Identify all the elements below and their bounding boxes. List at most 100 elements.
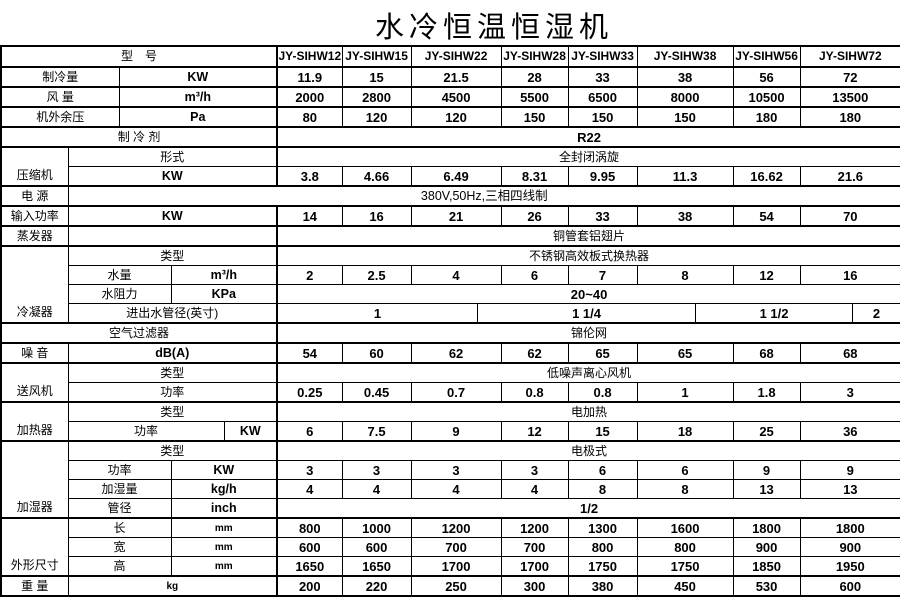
dimension-length-cell-5: 1200 bbox=[410, 517, 502, 538]
dimension-height-cell-7: 1750 bbox=[636, 556, 734, 577]
air-volume-cell-4: 4500 bbox=[410, 86, 502, 108]
row-noise: 噪 音 dB(A) 54 60 62 62 65 65 68 68 bbox=[0, 342, 900, 364]
evaporator-cell-2: 铜管套铝翅片 bbox=[276, 225, 900, 247]
external-static-pressure-cell-1: Pa bbox=[118, 106, 278, 128]
compressor-power-cell-6: 11.3 bbox=[636, 166, 734, 187]
external-static-pressure-cell-9: 180 bbox=[799, 106, 900, 128]
noise-cell-3: 60 bbox=[341, 342, 412, 364]
evaporator-cell-1 bbox=[67, 225, 278, 247]
model-header-cell-5: JY-SIHW33 bbox=[567, 45, 638, 68]
dimension-length-cell-7: 1300 bbox=[567, 517, 638, 538]
weight-cell-2: 200 bbox=[276, 575, 343, 597]
air-volume-cell-2: 2000 bbox=[276, 86, 343, 108]
external-static-pressure-cell-0: 机外余压 bbox=[0, 106, 120, 128]
group-fan: 送风机 bbox=[0, 362, 69, 403]
condenser-pipe-diameter-segment-3: 2 bbox=[852, 304, 900, 322]
dimension-height-cell-8: 1850 bbox=[732, 556, 801, 577]
compressor-power-cell-7: 16.62 bbox=[732, 166, 801, 187]
noise-cell-8: 68 bbox=[732, 342, 801, 364]
humidifier-pipe-diameter-cell-1: inch bbox=[170, 498, 278, 519]
noise-cell-7: 65 bbox=[636, 342, 734, 364]
humidifier-power-cell-5: 3 bbox=[500, 460, 569, 480]
air-volume-cell-7: 8000 bbox=[636, 86, 734, 108]
humidifier-power-cell-9: 9 bbox=[799, 460, 900, 480]
humidifier-type-cell-1: 类型 bbox=[67, 440, 278, 461]
model-header-cell-4: JY-SIHW28 bbox=[500, 45, 569, 68]
fan-power-cell-0: 功率 bbox=[67, 382, 278, 403]
condenser-water-volume-cell-3: 2.5 bbox=[341, 265, 412, 285]
refrigerant-cell-1: R22 bbox=[276, 126, 900, 148]
weight-cell-1: kg bbox=[67, 575, 278, 597]
condenser-water-volume-cell-8: 12 bbox=[732, 265, 801, 285]
compressor-type-cell-1: 形式 bbox=[67, 146, 278, 167]
air-volume-cell-8: 10500 bbox=[732, 86, 801, 108]
row-condenser-water-volume: 水量 m³/h 2 2.5 4 6 7 8 12 16 bbox=[1, 265, 900, 285]
dimension-width-cell-6: 800 bbox=[567, 537, 638, 557]
input-power-cell-1: KW bbox=[67, 205, 278, 227]
dimension-length-cell-8: 1600 bbox=[636, 517, 734, 538]
cooling-capacity-cell-8: 56 bbox=[732, 66, 801, 88]
humidifier-power-cell-8: 9 bbox=[732, 460, 801, 480]
noise-cell-6: 65 bbox=[567, 342, 638, 364]
fan-power-cell-4: 0.8 bbox=[500, 382, 569, 403]
fan-power-cell-3: 0.7 bbox=[410, 382, 502, 403]
noise-cell-2: 54 bbox=[276, 342, 343, 364]
cooling-capacity-cell-9: 72 bbox=[799, 66, 900, 88]
dimension-length-cell-4: 1000 bbox=[341, 517, 412, 538]
condenser-water-volume-cell-2: 2 bbox=[276, 265, 343, 285]
fan-power-cell-7: 1.8 bbox=[732, 382, 801, 403]
condenser-water-volume-cell-6: 7 bbox=[567, 265, 638, 285]
condenser-water-volume-cell-4: 4 bbox=[410, 265, 502, 285]
dimension-width-cell-2: 600 bbox=[276, 537, 343, 557]
input-power-cell-4: 21 bbox=[410, 205, 502, 227]
humidifier-power-cell-3: 3 bbox=[341, 460, 412, 480]
dimension-length-cell-6: 1200 bbox=[500, 517, 569, 538]
row-humidifier-power: 功率 KW 3 3 3 3 6 6 9 9 bbox=[1, 460, 900, 480]
condenser-water-volume-cell-9: 16 bbox=[799, 265, 900, 285]
weight-cell-8: 530 bbox=[732, 575, 801, 597]
weight-cell-6: 380 bbox=[567, 575, 638, 597]
row-condenser-water-resistance: 水阻力 KPa 20~40 bbox=[1, 284, 900, 304]
group-heater: 加热器 bbox=[0, 401, 69, 442]
weight-cell-0: 重 量 bbox=[0, 575, 69, 597]
cooling-capacity-cell-6: 33 bbox=[567, 66, 638, 88]
external-static-pressure-cell-3: 120 bbox=[341, 106, 412, 128]
condenser-pipe-diameter-segment-2: 1 1/2 bbox=[695, 304, 852, 322]
model-header-cell-3: JY-SIHW22 bbox=[410, 45, 502, 68]
row-refrigerant: 制 冷 剂 R22 bbox=[0, 126, 900, 148]
model-header-cell-2: JY-SIHW15 bbox=[341, 45, 412, 68]
condenser-pipe-diameter-segment-1: 1 1/4 bbox=[477, 304, 695, 322]
row-condenser-type: 冷凝器 类型 不锈钢高效板式换热器 bbox=[0, 245, 900, 324]
compressor-power-cell-8: 21.6 bbox=[799, 166, 900, 187]
page-title: 水冷恒温恒湿机 bbox=[374, 12, 613, 44]
dimension-width-cell-7: 800 bbox=[636, 537, 734, 557]
row-external-static-pressure: 机外余压 Pa 80 120 120 150 150 150 180 180 bbox=[0, 106, 900, 128]
condenser-pipe-diameter-segments: 1 1 1/4 1 1/2 2 bbox=[279, 304, 900, 322]
condenser-water-resistance-cell-2: 20~40 bbox=[276, 284, 900, 304]
fan-power-cell-2: 0.45 bbox=[341, 382, 412, 403]
humidifier-type-cell-2: 电极式 bbox=[276, 440, 900, 461]
external-static-pressure-cell-5: 150 bbox=[500, 106, 569, 128]
dimension-width-cell-9: 900 bbox=[799, 537, 900, 557]
weight-cell-5: 300 bbox=[500, 575, 569, 597]
external-static-pressure-cell-4: 120 bbox=[410, 106, 502, 128]
cooling-capacity-cell-3: 15 bbox=[341, 66, 412, 88]
compressor-power-cell-3: 6.49 bbox=[410, 166, 502, 187]
dimension-length-cell-1: 长 bbox=[67, 517, 172, 538]
humidifier-power-cell-0: 功率 bbox=[67, 460, 172, 480]
weight-cell-4: 250 bbox=[410, 575, 502, 597]
fan-power-cell-5: 0.8 bbox=[567, 382, 638, 403]
heater-power-cell-8: 25 bbox=[732, 421, 801, 442]
heater-power-cell-9: 36 bbox=[799, 421, 900, 442]
model-header-cell-7: JY-SIHW56 bbox=[732, 45, 801, 68]
row-compressor-type: 压缩机 形式 全封闭涡旋 bbox=[0, 146, 900, 187]
dimension-width-cell-3: 600 bbox=[341, 537, 412, 557]
dimension-width-cell-8: 900 bbox=[732, 537, 801, 557]
dimension-length-cell-10: 1800 bbox=[799, 517, 900, 538]
humidification-capacity-cell-7: 8 bbox=[636, 479, 734, 499]
humidification-capacity-cell-0: 加湿量 bbox=[67, 479, 172, 499]
humidification-capacity-cell-6: 8 bbox=[567, 479, 638, 499]
cooling-capacity-cell-0: 制冷量 bbox=[0, 66, 120, 88]
humidification-capacity-cell-5: 4 bbox=[500, 479, 569, 499]
dimension-height-cell-9: 1950 bbox=[799, 556, 900, 577]
